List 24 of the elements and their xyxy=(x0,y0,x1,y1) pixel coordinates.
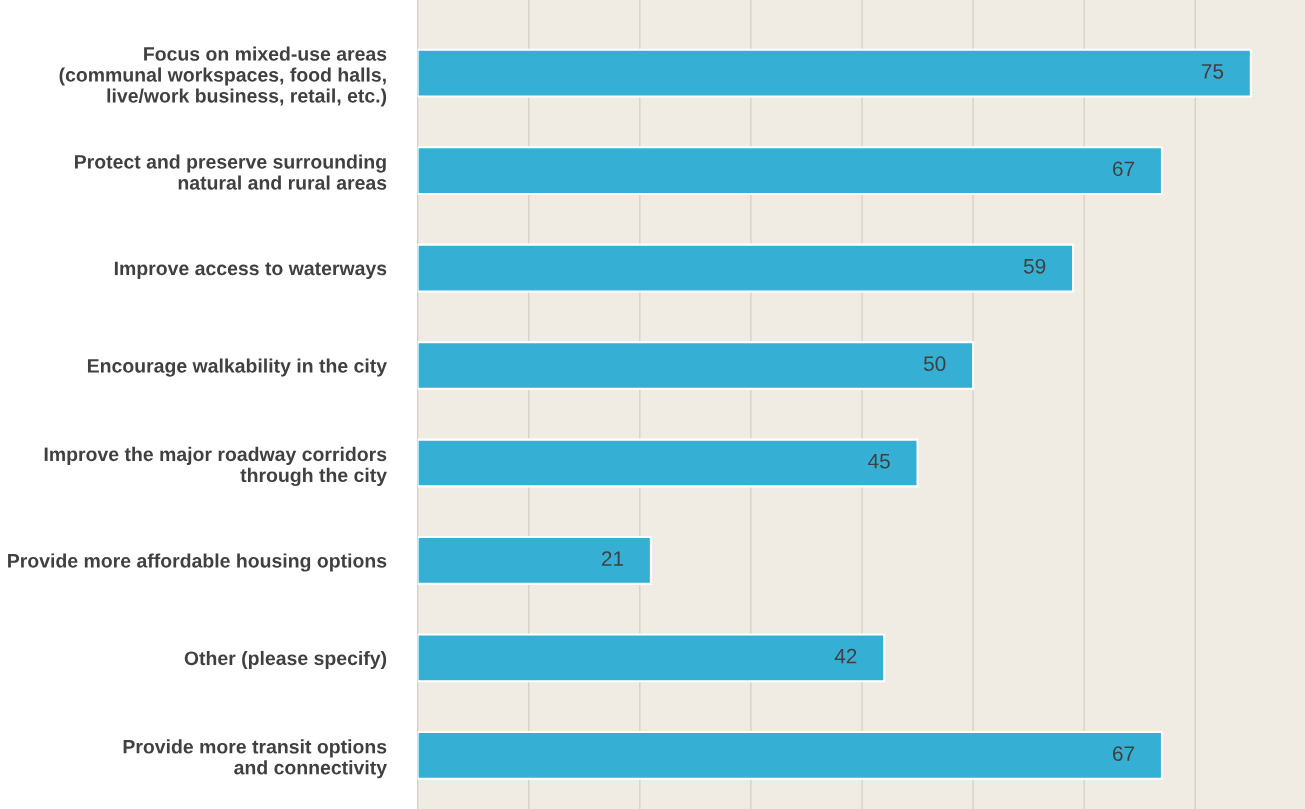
data-label: 42 xyxy=(834,648,857,664)
bar xyxy=(417,438,919,488)
data-label: 67 xyxy=(1113,161,1135,177)
y-tick-label: Other (please specify) xyxy=(184,650,387,669)
data-label: 59 xyxy=(1023,258,1046,274)
bar xyxy=(417,730,1163,780)
data-label: 67 xyxy=(1113,746,1135,761)
bar xyxy=(417,536,652,585)
data-label: 21 xyxy=(601,551,624,566)
y-tick-label: Provide more transit options and connectivity xyxy=(123,739,387,779)
y-tick-label: Provide more affordable housing options xyxy=(8,553,387,572)
data-label: 45 xyxy=(868,454,890,469)
y-tick-label: Encourage walkability in the city xyxy=(87,358,387,377)
data-label: 75 xyxy=(1201,64,1224,79)
y-tick-label: Improve the major roadway corridors through the city xyxy=(44,446,387,487)
y-tick-label: Improve access to waterways xyxy=(114,261,387,280)
bar xyxy=(417,243,1075,293)
y-tick-label: Focus on mixed-use areas (communal workspaces, food halls, live/work business, retail, etc.) xyxy=(59,46,387,107)
data-label: 50 xyxy=(923,356,946,372)
bar xyxy=(417,341,975,390)
y-tick-label: Protect and preserve surrounding natural and rural areas xyxy=(75,154,387,190)
bar xyxy=(417,146,1163,196)
bar xyxy=(417,48,1252,98)
bar xyxy=(417,633,886,683)
